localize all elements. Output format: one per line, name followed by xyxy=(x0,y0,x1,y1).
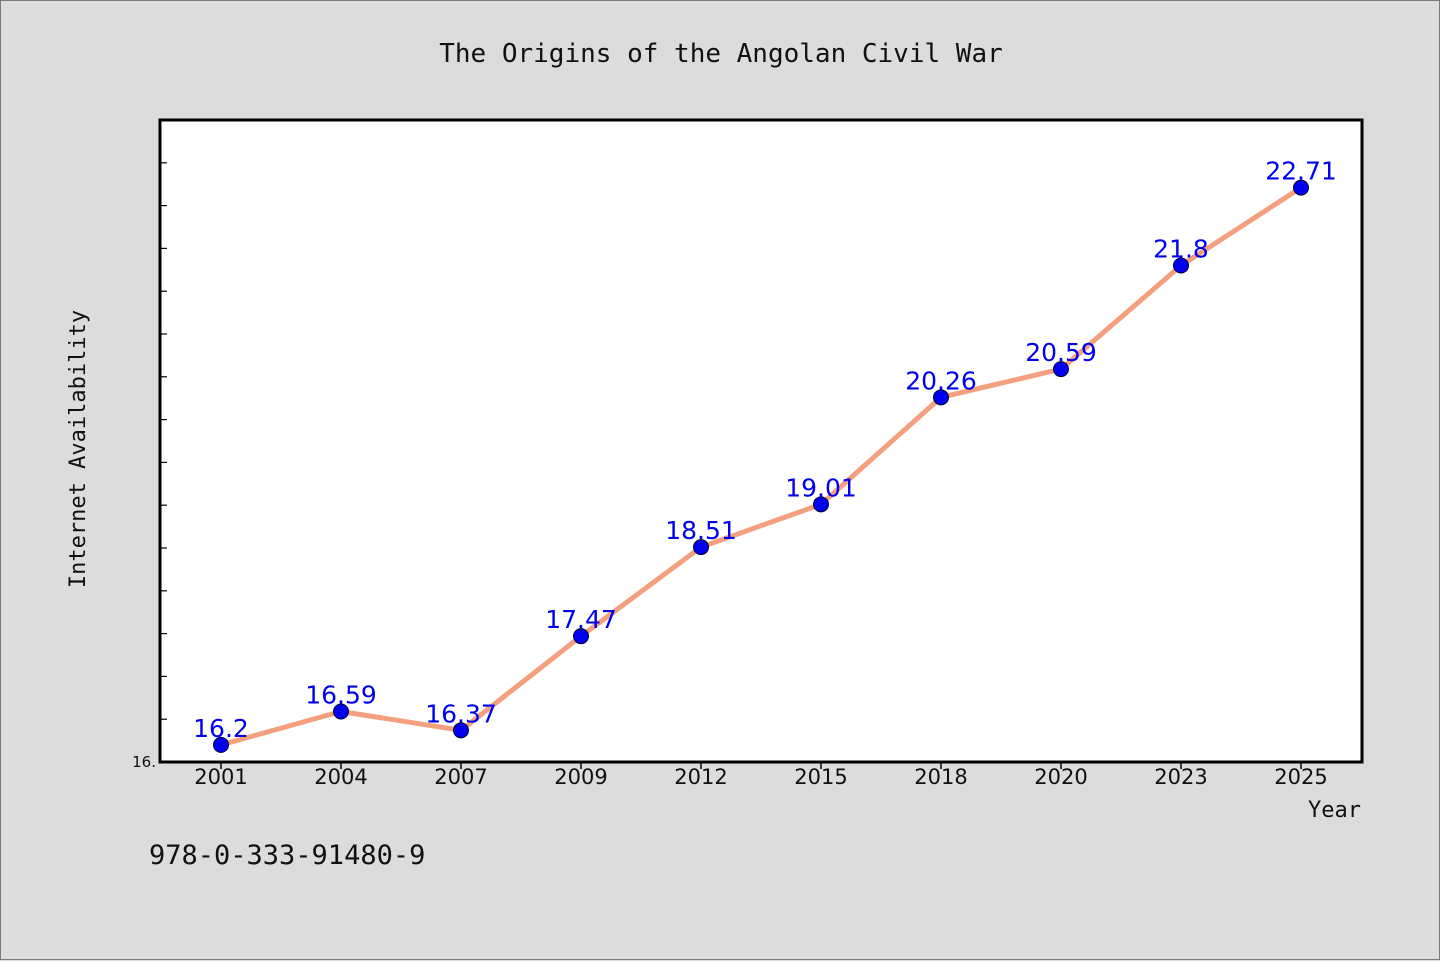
data-label: 18.51 xyxy=(665,516,737,545)
y-axis-label: Internet Availability xyxy=(66,310,91,588)
data-label: 17.47 xyxy=(545,605,617,634)
data-point xyxy=(213,736,229,753)
chart-title: The Origins of the Angolan Civil War xyxy=(439,39,1003,69)
data-label: 20.26 xyxy=(905,366,977,395)
data-label: 20.59 xyxy=(1025,338,1097,367)
data-label: 19.01 xyxy=(785,473,857,502)
x-axis-ticks: 2001 2004 2007 2009 2012 2015 2018 2020 2023 2025 xyxy=(194,762,1328,789)
x-axis-label: Year xyxy=(1308,798,1361,823)
x-tick-label: 2009 xyxy=(554,765,607,789)
data-point xyxy=(693,539,709,556)
data-label: 16.2 xyxy=(193,714,249,743)
x-tick-label: 2020 xyxy=(1034,765,1087,789)
y-axis-ticks xyxy=(160,119,167,720)
x-tick-label: 2007 xyxy=(434,765,487,789)
x-tick-label: 2025 xyxy=(1274,765,1327,789)
data-label: 16.59 xyxy=(305,680,377,709)
data-point xyxy=(1173,257,1189,274)
x-tick-label: 2004 xyxy=(314,765,367,789)
data-point xyxy=(1293,179,1309,196)
data-point xyxy=(813,496,829,513)
isbn-footnote: 978-0-333-91480-9 xyxy=(149,840,425,871)
data-point xyxy=(333,703,349,720)
data-label: 22.71 xyxy=(1265,157,1337,186)
series-layer: 16.2 16.59 16.37 17.47 18.51 19.01 20.26 20.59 2… xyxy=(193,157,1337,753)
x-tick-label: 2023 xyxy=(1154,765,1207,789)
data-point xyxy=(573,628,589,645)
data-label: 21.8 xyxy=(1153,235,1209,264)
x-tick-label: 2001 xyxy=(194,765,247,789)
data-label: 16.37 xyxy=(425,699,497,728)
x-tick-label: 2018 xyxy=(914,765,967,789)
y-tick-label: 16. xyxy=(132,753,156,771)
x-tick-label: 2012 xyxy=(674,765,727,789)
x-tick-label: 2015 xyxy=(794,765,847,789)
data-point xyxy=(1053,361,1069,378)
series-line xyxy=(220,185,1303,748)
plot-area xyxy=(158,118,1364,764)
data-point xyxy=(933,389,949,406)
data-point xyxy=(453,722,469,739)
